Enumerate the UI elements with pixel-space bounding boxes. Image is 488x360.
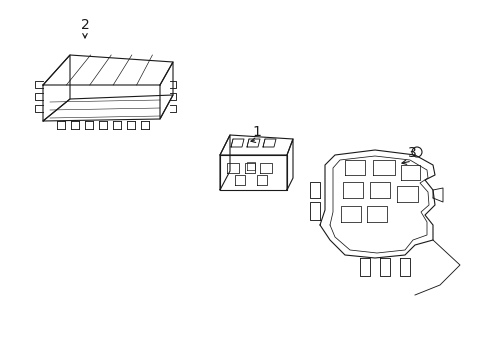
Text: 2: 2 — [81, 18, 89, 32]
Text: 3: 3 — [407, 146, 415, 160]
Text: 1: 1 — [252, 125, 261, 139]
